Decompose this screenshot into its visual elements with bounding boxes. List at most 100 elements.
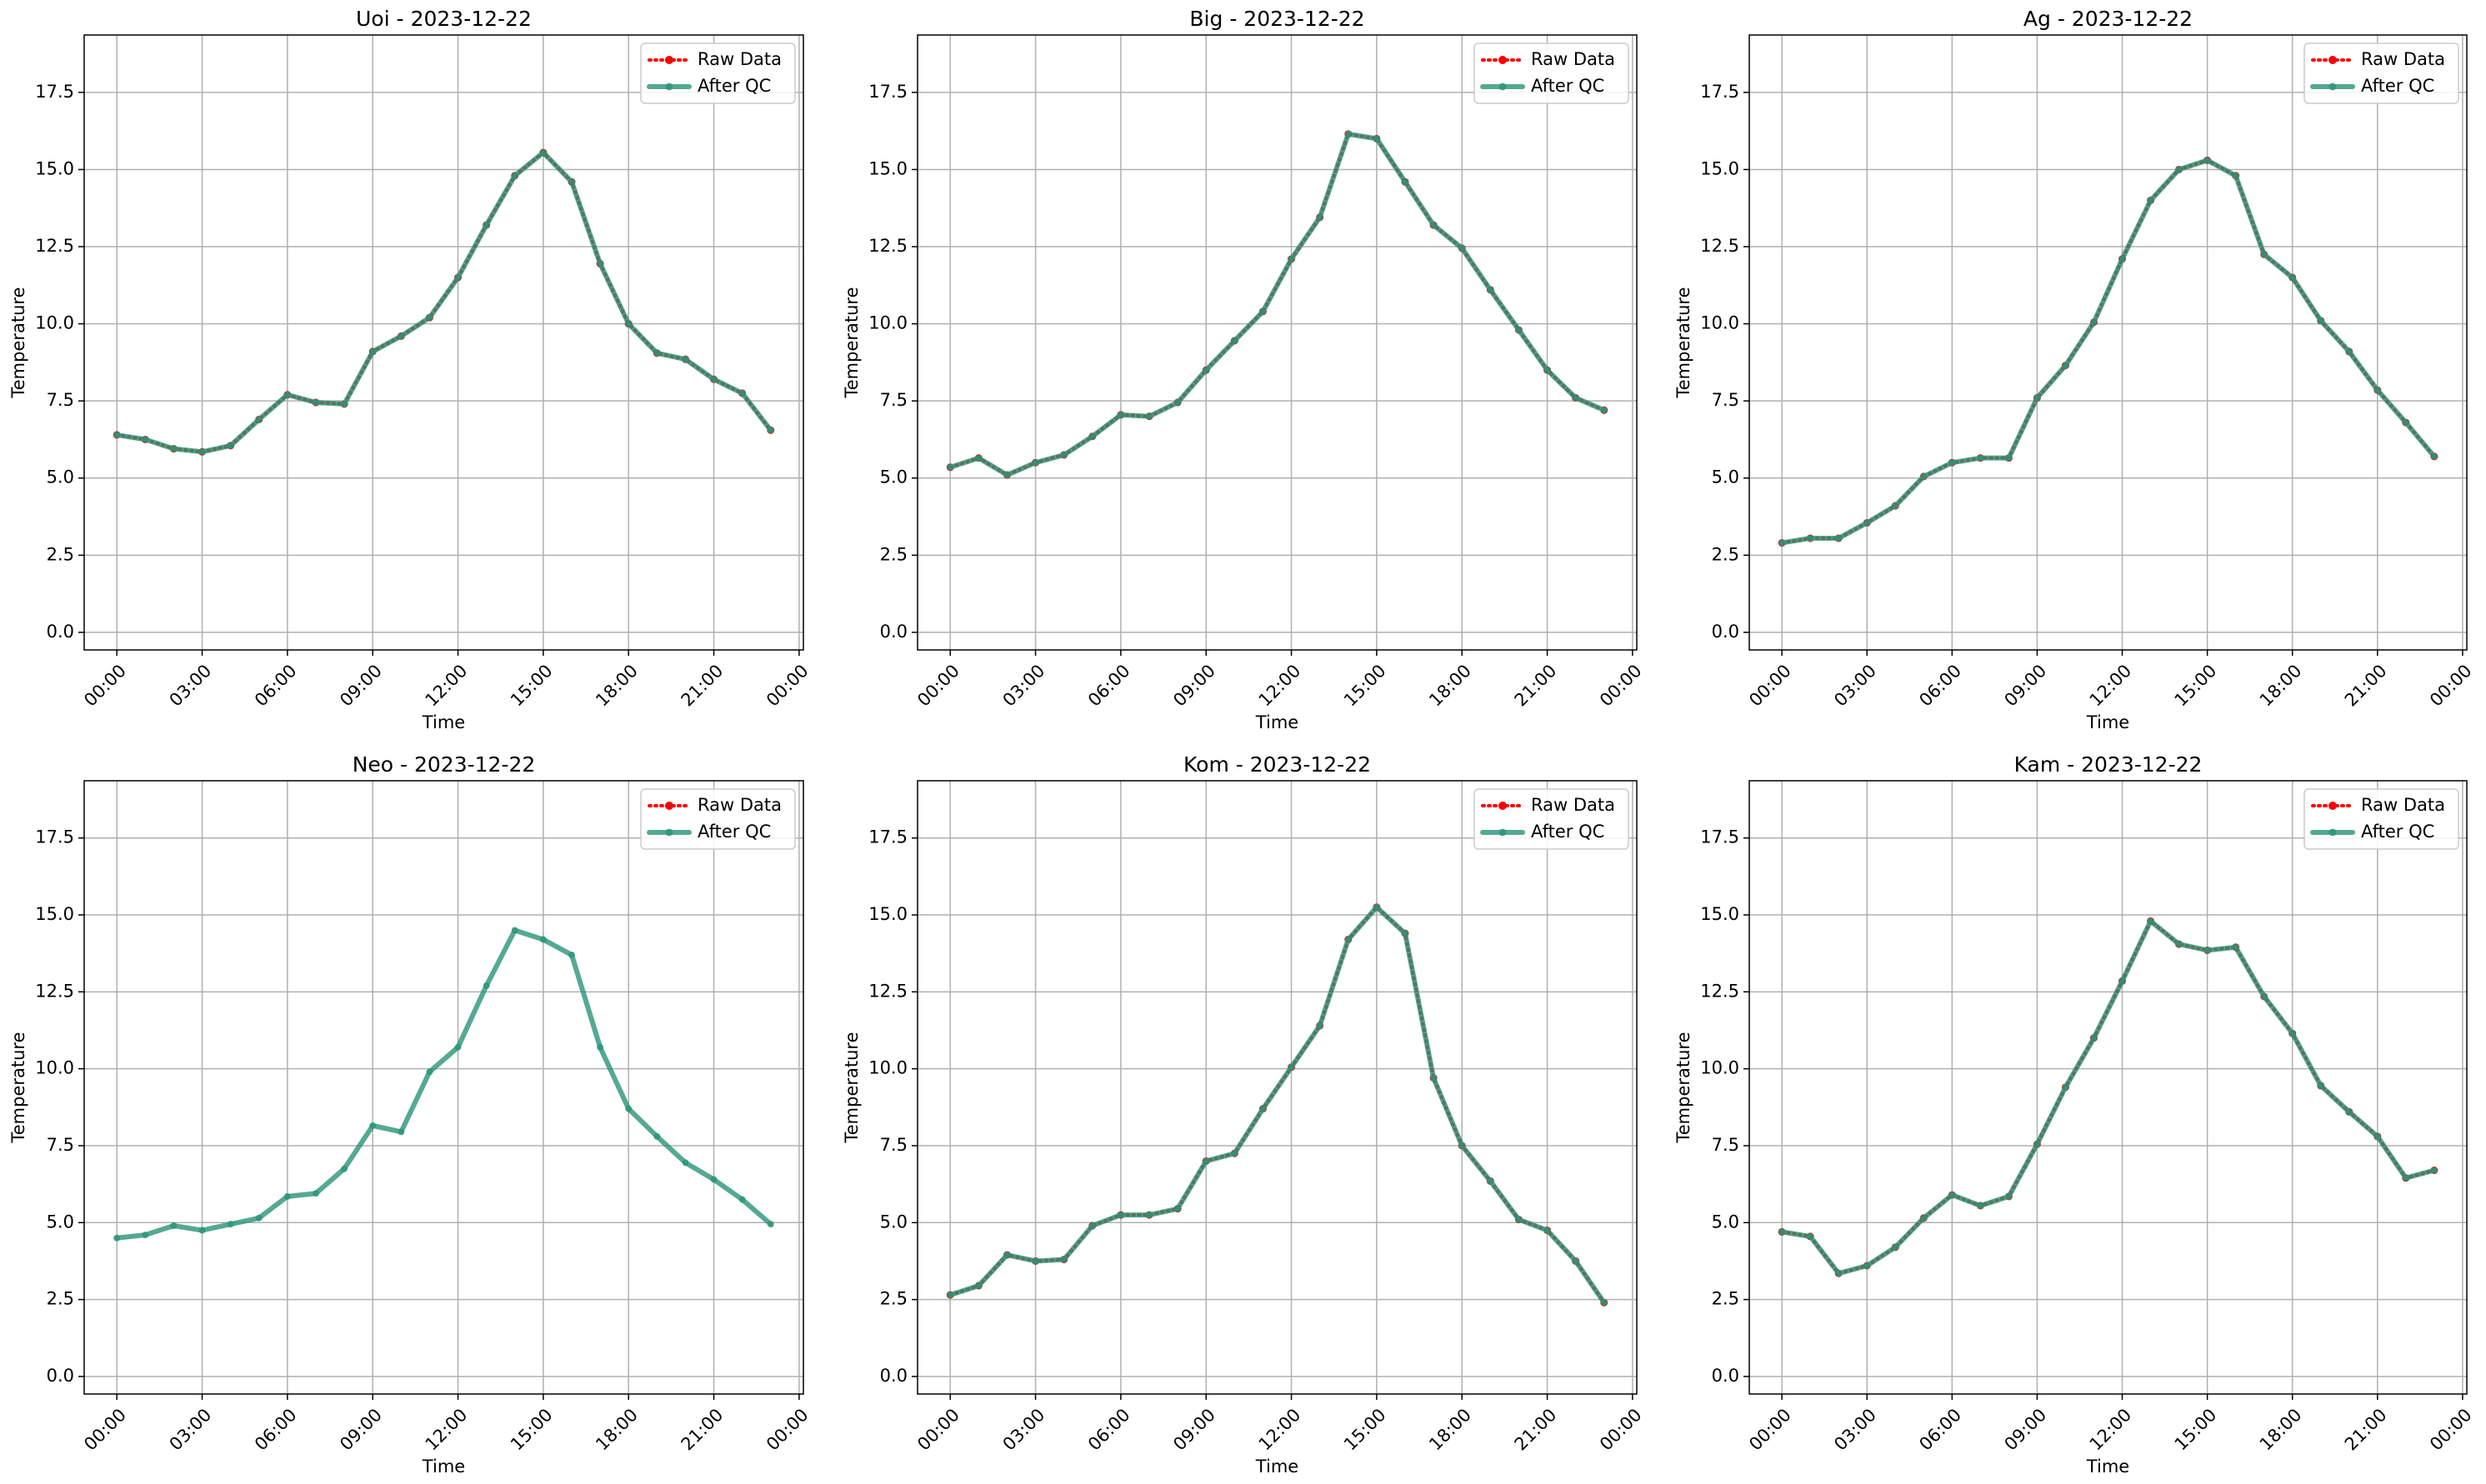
data-point [1174, 1205, 1182, 1212]
data-point [975, 454, 983, 462]
data-point [2090, 1034, 2098, 1042]
x-tick-label: 09:00 [1169, 661, 1219, 711]
data-point [1543, 367, 1551, 374]
x-tick-label: 15:00 [1340, 661, 1390, 711]
legend-label: After QC [698, 76, 771, 96]
legend-label: Raw Data [2361, 795, 2445, 815]
series-line [1779, 157, 2437, 546]
y-tick-label: 2.5 [47, 544, 74, 564]
y-tick-label: 15.0 [868, 904, 908, 924]
data-point [738, 1196, 746, 1203]
y-tick-label: 2.5 [1712, 544, 1739, 564]
data-point [283, 1192, 291, 1200]
subplot-title: Kam - 2023-12-22 [2014, 752, 2203, 777]
legend-label: After QC [2361, 822, 2434, 842]
x-tick-label: 21:00 [678, 1405, 728, 1455]
y-tick-label: 2.5 [1712, 1289, 1739, 1309]
y-tick-label: 17.5 [35, 827, 74, 847]
axes-frame [917, 780, 1638, 1395]
axes-frame [917, 34, 1638, 651]
legend-marker [2328, 828, 2337, 837]
x-tick-label: 00:00 [1596, 1405, 1646, 1455]
x-tick-label: 09:00 [336, 1405, 386, 1455]
series-line [1779, 918, 2437, 1277]
data-point [653, 349, 661, 357]
x-tick-label: 03:00 [1830, 661, 1880, 711]
x-tick-label: 21:00 [678, 661, 728, 711]
x-tick-label: 09:00 [2000, 661, 2050, 711]
y-tick-label: 15.0 [35, 158, 74, 178]
subplot: 0.0 2.5 5.0 7.5 10.0 12.5 15.0 17.5 00:00 03:00 06… [842, 752, 1646, 1477]
data-point [2317, 317, 2324, 324]
x-axis-label: Time [2086, 712, 2129, 732]
x-tick-label: 18:00 [1425, 661, 1475, 711]
data-point [2203, 947, 2211, 954]
legend-label: Raw Data [2361, 49, 2445, 69]
series-line [948, 904, 1607, 1306]
data-point [2118, 255, 2126, 262]
data-point [1892, 502, 1899, 510]
y-axis-label: Temperature [1673, 1032, 1693, 1143]
legend-label: Raw Data [698, 49, 782, 69]
data-point [313, 1190, 320, 1197]
x-tick-label: 21:00 [1511, 661, 1561, 711]
data-point [2430, 1167, 2438, 1174]
axes-frame [1748, 34, 2468, 651]
data-point [1487, 1177, 1494, 1185]
data-point [738, 389, 746, 397]
data-point [1259, 1105, 1267, 1112]
data-point [539, 149, 547, 157]
y-tick-label: 10.0 [35, 1058, 74, 1078]
x-tick-label: 03:00 [166, 1405, 216, 1455]
data-point [1920, 472, 1928, 480]
data-point [947, 1292, 954, 1299]
data-point [1032, 459, 1039, 467]
data-point [597, 1043, 604, 1051]
y-tick-label: 10.0 [868, 313, 908, 333]
y-tick-label: 2.5 [47, 1289, 74, 1309]
data-point [1572, 1257, 1579, 1265]
data-point [1117, 1212, 1124, 1219]
y-tick-label: 5.0 [1712, 1212, 1739, 1232]
x-tick-label: 18:00 [592, 661, 642, 711]
data-point [2288, 274, 2296, 282]
legend-marker [665, 82, 673, 91]
data-point [1487, 286, 1494, 293]
x-tick-label: 15:00 [1340, 1405, 1390, 1455]
x-tick-label: 00:00 [763, 1405, 813, 1455]
data-point [398, 1128, 405, 1136]
y-tick-label: 7.5 [1712, 1135, 1739, 1155]
data-point [539, 936, 547, 943]
axes-frame [83, 780, 804, 1395]
x-tick-label: 09:00 [2000, 1405, 2050, 1455]
x-tick-label: 06:00 [1915, 661, 1965, 711]
data-point [1807, 534, 1814, 542]
x-tick-label: 00:00 [2426, 661, 2476, 711]
data-point [1948, 459, 1956, 467]
x-tick-label: 03:00 [999, 661, 1049, 711]
data-point [1543, 1227, 1551, 1234]
legend-label: Raw Data [1531, 49, 1615, 69]
data-point [142, 436, 149, 443]
data-point [398, 332, 405, 340]
legend-marker [1498, 56, 1507, 64]
data-point [1458, 1142, 1466, 1149]
y-tick-label: 12.5 [868, 236, 908, 256]
y-tick-label: 17.5 [1700, 82, 1739, 102]
data-point [568, 178, 575, 186]
y-tick-label: 0.0 [1712, 1366, 1739, 1386]
x-tick-label: 12:00 [422, 661, 472, 711]
y-tick-label: 7.5 [880, 1135, 908, 1155]
y-tick-label: 10.0 [35, 313, 74, 333]
axes-frame [1748, 780, 2468, 1395]
data-point [2288, 1030, 2296, 1037]
x-axis-label: Time [1255, 712, 1298, 732]
subplot: 0.0 2.5 5.0 7.5 10.0 12.5 15.0 17.5 00:00 03:00 06… [8, 752, 813, 1477]
y-tick-label: 5.0 [47, 1212, 74, 1232]
data-point [2373, 387, 2381, 394]
x-tick-label: 12:00 [1255, 661, 1305, 711]
data-point [682, 1159, 689, 1167]
legend-label: After QC [1531, 822, 1604, 842]
x-tick-label: 06:00 [251, 661, 301, 711]
legend-label: After QC [698, 822, 771, 842]
